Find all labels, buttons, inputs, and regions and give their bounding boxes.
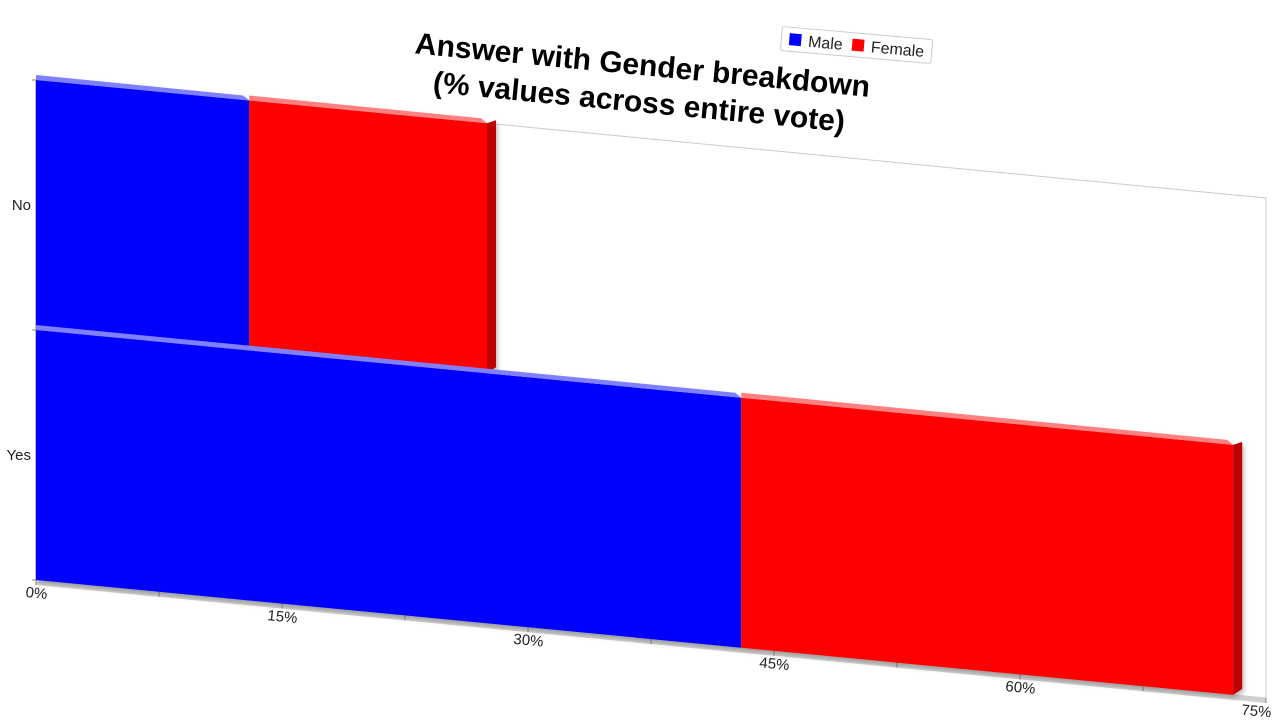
legend-swatch-male	[788, 33, 802, 47]
bar-side-yes	[1233, 441, 1243, 695]
legend-label-female: Female	[870, 39, 925, 61]
y-tick-label: No	[12, 197, 31, 214]
bar-top-female-no	[249, 95, 487, 124]
x-tick-label: 30%	[513, 631, 545, 651]
x-tick-label: 45%	[759, 654, 791, 674]
legend-label-male: Male	[807, 34, 843, 54]
bar-female-yes	[741, 397, 1234, 695]
x-axis: 0% 15% 30% 45% 60% 75%	[25, 580, 1272, 720]
legend-swatch-female	[851, 38, 865, 52]
y-axis: No Yes	[7, 79, 36, 581]
x-tick-label: 0%	[25, 584, 48, 603]
bar-top-male-no	[36, 75, 250, 101]
bar-female-no	[249, 100, 487, 374]
bar-side-no	[487, 120, 496, 374]
bar-top-female-yes	[741, 392, 1234, 445]
bar-male-yes	[36, 330, 742, 648]
legend: Male Female	[779, 26, 934, 64]
bars	[36, 75, 1243, 695]
x-tick-label: 15%	[267, 607, 299, 627]
x-tick-label: 60%	[1005, 678, 1037, 698]
y-tick-label: Yes	[7, 447, 31, 464]
bar-top-male-yes	[36, 325, 742, 398]
x-tick-label: 75%	[1241, 702, 1273, 720]
bar-male-no	[36, 80, 250, 351]
